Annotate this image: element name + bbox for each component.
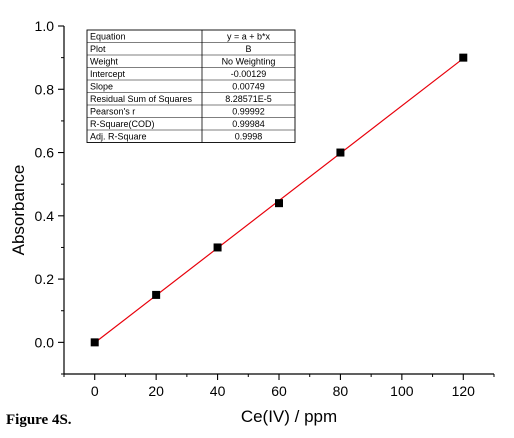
x-tick-label: 20 — [148, 383, 164, 399]
stats-value: B — [245, 44, 251, 54]
data-point — [459, 53, 468, 62]
stats-key: Slope — [90, 82, 113, 92]
y-tick-label: 0.8 — [35, 81, 55, 97]
data-point — [90, 338, 99, 347]
stats-key: Weight — [90, 57, 118, 67]
figure-caption: Figure 4S. — [6, 412, 72, 428]
x-tick-label: 120 — [452, 383, 476, 399]
y-tick-label: 0.4 — [35, 208, 55, 224]
x-tick-label: 0 — [91, 383, 99, 399]
data-points-layer — [90, 53, 468, 347]
y-axis-title: Absorbance — [9, 165, 28, 256]
data-point — [336, 148, 345, 157]
stats-table: Equation y = a + b*x Plot B Weight No Weighti… — [86, 29, 296, 143]
axes: 0 20 40 60 80 100 120 0.0 0.2 0.4 0.6 0.8 1.0 — [35, 18, 495, 399]
stats-key: Plot — [90, 44, 106, 54]
x-tick-label: 40 — [210, 383, 226, 399]
stats-key: Adj. R-Square — [90, 132, 147, 142]
y-tick-label: 0.2 — [35, 271, 55, 287]
stats-value: 0.99984 — [232, 119, 265, 129]
stats-value: 0.9998 — [235, 132, 263, 142]
stats-value: No Weighting — [222, 57, 276, 67]
stats-key: Residual Sum of Squares — [90, 94, 193, 104]
stats-value: y = a + b*x — [227, 32, 271, 42]
stats-value: 0.99992 — [232, 107, 265, 117]
x-axis-title: Ce(IV) / ppm — [241, 407, 337, 426]
x-tick-label: 80 — [333, 383, 349, 399]
y-tick-label: 1.0 — [35, 18, 55, 34]
x-tick-label: 60 — [271, 383, 287, 399]
stats-key: R-Square(COD) — [90, 119, 155, 129]
data-point — [213, 243, 222, 252]
stats-value: 8.28571E-5 — [225, 94, 272, 104]
stats-key: Equation — [90, 32, 126, 42]
data-point — [275, 199, 283, 208]
y-tick-label: 0.0 — [35, 334, 55, 350]
data-point — [152, 290, 161, 299]
x-tick-label: 100 — [390, 383, 414, 399]
stats-table-border — [86, 29, 296, 143]
y-tick-label: 0.6 — [35, 145, 55, 161]
stats-key: Intercept — [90, 69, 126, 79]
stats-value: 0.00749 — [232, 82, 265, 92]
stats-value: -0.00129 — [231, 69, 267, 79]
stats-key: Pearson's r — [90, 107, 135, 117]
